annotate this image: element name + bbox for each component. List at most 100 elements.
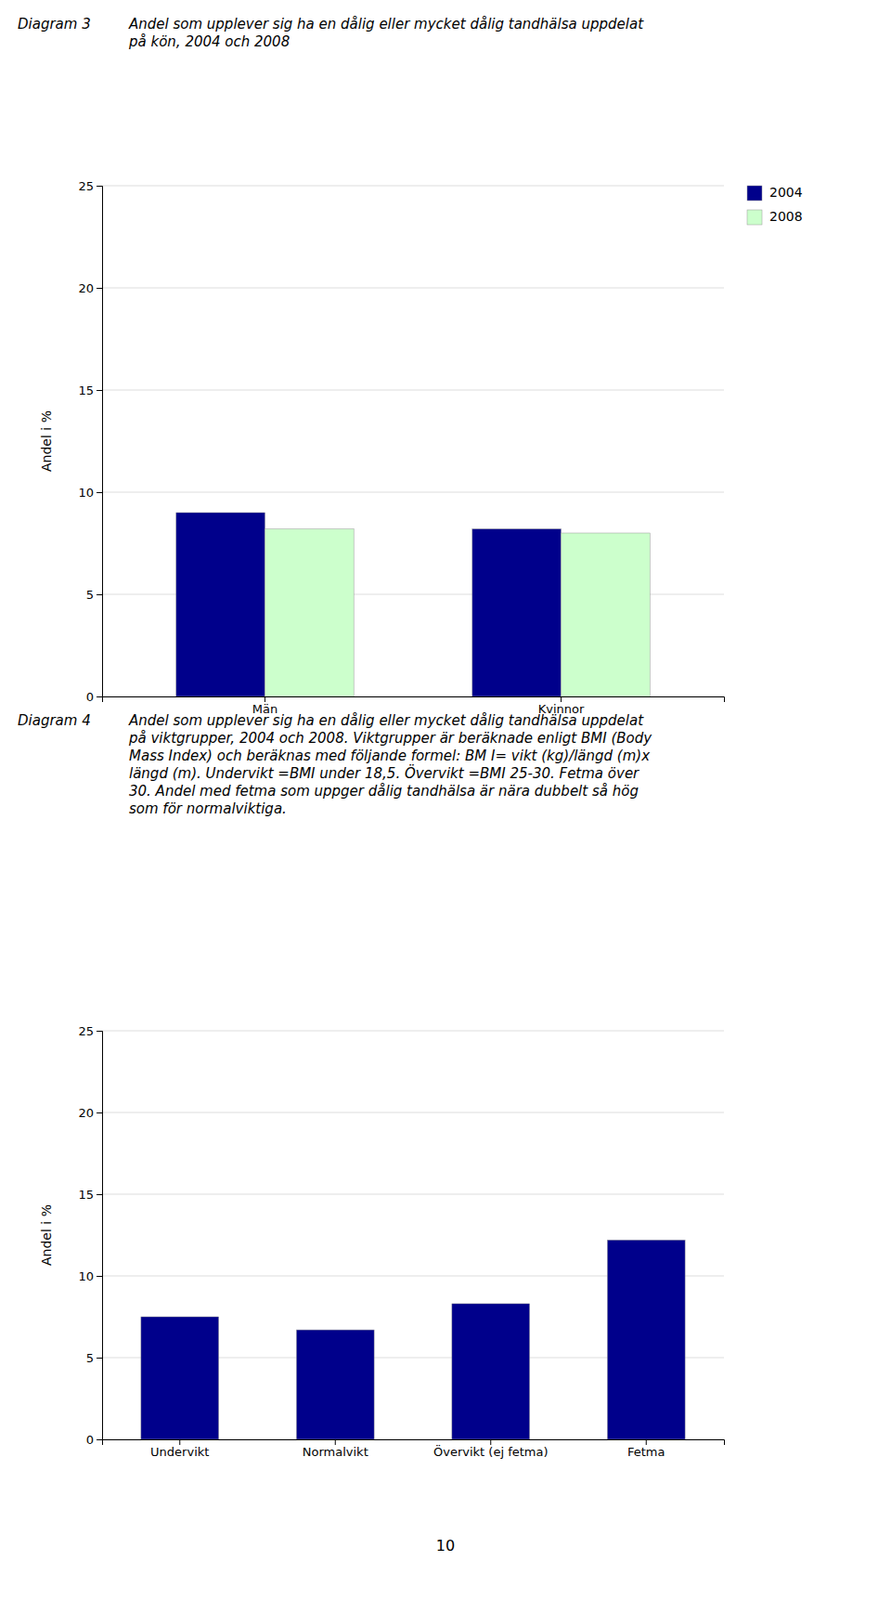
subtitle-line: Mass Index) och beräknas med följande fo… xyxy=(129,747,650,764)
y-tick: 25 xyxy=(77,179,103,194)
x-tick-label: Övervikt (ej fetma) xyxy=(433,1443,549,1459)
y-tick-mark xyxy=(96,594,103,595)
bar xyxy=(176,512,266,697)
y-tick-mark xyxy=(96,1030,103,1032)
legend-label: 2004 xyxy=(769,184,803,200)
y-axis-line xyxy=(96,186,104,698)
y-axis-line xyxy=(96,1031,104,1440)
y-tick: 15 xyxy=(77,1187,103,1201)
y-tick: 15 xyxy=(77,383,103,398)
grid-line xyxy=(102,389,724,391)
legend-swatch xyxy=(747,185,762,201)
page: Diagram 3 Andel som upplever sig ha en då… xyxy=(0,0,891,1600)
title: Diagram 4 xyxy=(17,711,91,729)
subtitle-line: Andel som upplever sig ha en dålig eller… xyxy=(128,15,645,33)
legend-label: 2008 xyxy=(769,208,803,224)
legend-swatch xyxy=(747,209,762,225)
subtitle-line: Andel som upplever sig ha en dålig eller… xyxy=(128,711,645,729)
x-tick-label: Normalvikt xyxy=(302,1444,369,1459)
x-tick-mark xyxy=(335,1438,336,1445)
y-axis-title: Andel i % xyxy=(38,1203,54,1266)
y-tick-label: 0 xyxy=(86,1432,94,1447)
title: Diagram 3 xyxy=(17,15,91,33)
x-tick-label: Fetma xyxy=(627,1444,666,1459)
subtitle-line: på viktgrupper, 2004 och 2008. Viktgrupp… xyxy=(128,729,653,747)
y-tick-label: 5 xyxy=(86,1350,94,1365)
y-tick-label: 15 xyxy=(77,383,94,398)
y-tick-mark xyxy=(96,1111,103,1113)
y-tick-mark xyxy=(96,696,103,698)
y-tick: 20 xyxy=(77,1105,103,1120)
y-tick-mark xyxy=(96,1193,103,1195)
y-tick: 0 xyxy=(86,689,103,704)
bar xyxy=(561,532,651,697)
y-tick-mark xyxy=(96,287,103,289)
legend-item: 2004 xyxy=(747,184,803,201)
x-tick-mark xyxy=(560,696,562,702)
y-tick: 5 xyxy=(86,1350,103,1365)
x-axis-line xyxy=(103,1439,725,1446)
y-tick-mark xyxy=(96,1438,103,1440)
y-tick-label: 20 xyxy=(77,281,94,296)
y-tick: 20 xyxy=(77,281,103,296)
legend-item: 2008 xyxy=(747,208,803,225)
legend: 2004 2008 xyxy=(747,184,803,225)
x-tick-mark xyxy=(645,1438,647,1445)
bar xyxy=(296,1329,375,1439)
x-tick-label: Undervikt xyxy=(150,1444,209,1459)
page-number: 10 xyxy=(436,1536,455,1554)
subtitle-line: på kön, 2004 och 2008 xyxy=(128,33,290,51)
grid-line xyxy=(102,1193,724,1195)
x-axis: Undervikt Normalvikt Övervikt (ej fetma) Fe… xyxy=(103,1438,725,1459)
bar-series xyxy=(264,529,650,697)
subtitle-line: 30. Andel med fetma som uppger dålig tan… xyxy=(129,782,639,800)
x-tick-mark xyxy=(264,696,266,702)
x-tick: Fetma xyxy=(627,1438,666,1459)
y-tick: 10 xyxy=(77,485,103,500)
grid-line xyxy=(102,287,724,289)
x-tick: Undervikt xyxy=(150,1438,209,1459)
chart: Diagram 4 Andel som upplever sig ha en då… xyxy=(17,711,725,1459)
grid xyxy=(102,1030,724,1439)
subtitle: Andel som upplever sig ha en dålig eller… xyxy=(128,711,653,817)
y-tick-label: 0 xyxy=(86,689,94,704)
y-axis-title: Andel i % xyxy=(38,410,54,472)
grid-line xyxy=(102,185,724,187)
y-tick-label: 5 xyxy=(86,587,94,602)
y-tick-mark xyxy=(96,389,103,391)
y-tick-mark xyxy=(96,1275,103,1277)
x-axis-line xyxy=(103,697,725,703)
chart: Diagram 3 Andel som upplever sig ha en då… xyxy=(17,15,803,716)
y-axis: 0 5 10 15 20 25 xyxy=(77,1023,103,1447)
subtitle: Andel som upplever sig ha en dålig eller… xyxy=(128,15,645,51)
x-tick-mark xyxy=(179,1438,181,1445)
y-tick-label: 10 xyxy=(77,1268,94,1283)
grid-line xyxy=(102,1111,724,1113)
y-tick: 0 xyxy=(86,1432,103,1447)
y-tick: 5 xyxy=(86,587,103,602)
bar xyxy=(451,1303,530,1439)
y-tick-mark xyxy=(96,491,103,493)
y-tick-label: 10 xyxy=(77,485,94,500)
subtitle-line: längd (m). Undervikt =BMI under 18,5. Öv… xyxy=(129,763,640,782)
subtitle-line: som för normalviktiga. xyxy=(129,800,287,817)
bar xyxy=(472,529,562,697)
y-tick-label: 25 xyxy=(77,179,94,194)
bar-series xyxy=(141,1239,685,1439)
x-tick: Övervikt (ej fetma) xyxy=(433,1438,549,1459)
grid xyxy=(102,185,724,697)
y-axis: 0 5 10 15 20 25 xyxy=(77,179,103,704)
y-tick-label: 15 xyxy=(77,1187,94,1201)
bar-series xyxy=(176,512,562,697)
grid-line xyxy=(102,1030,724,1032)
x-tick-mark xyxy=(490,1438,491,1445)
y-tick: 10 xyxy=(77,1268,103,1283)
y-tick-mark xyxy=(96,185,103,187)
y-tick: 25 xyxy=(77,1023,103,1038)
y-tick-label: 20 xyxy=(77,1105,94,1120)
y-tick-mark xyxy=(96,1356,103,1358)
bars xyxy=(141,1239,685,1439)
bar xyxy=(264,529,354,697)
bars xyxy=(176,512,650,697)
grid-line xyxy=(102,491,724,493)
